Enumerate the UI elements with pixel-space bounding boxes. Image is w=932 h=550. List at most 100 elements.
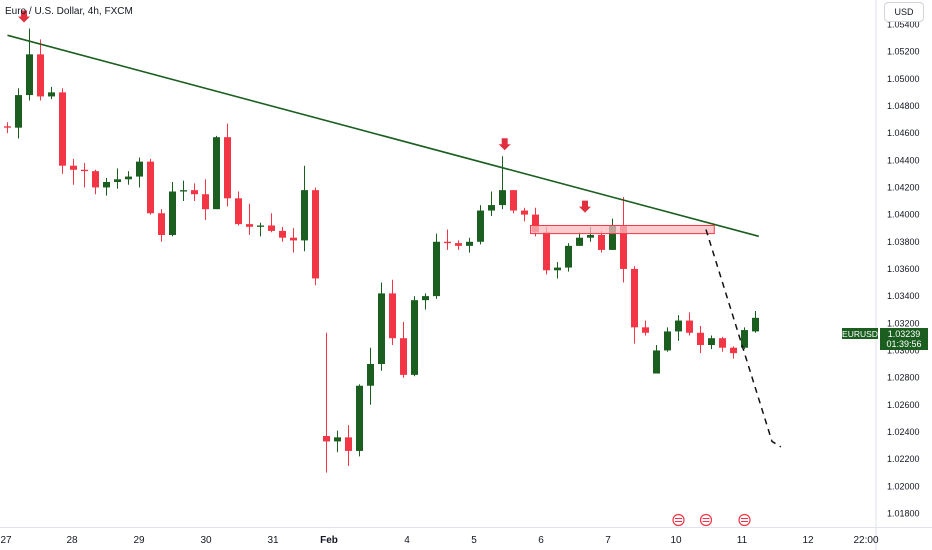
candle-body (125, 176, 132, 180)
candle-body (499, 190, 506, 206)
candle-body (136, 161, 143, 177)
candle-body (708, 338, 715, 345)
x-tick-label: 28 (66, 535, 78, 546)
y-tick-label: 1.03000 (887, 345, 920, 355)
y-tick-label: 1.03600 (887, 264, 920, 274)
x-tick-label: 5 (471, 535, 477, 546)
y-tick-label: 1.02000 (887, 481, 920, 491)
candle-body (400, 338, 407, 375)
candle-body (169, 191, 176, 235)
x-tick-label: 11 (737, 535, 748, 546)
y-tick-label: 1.03200 (887, 318, 920, 328)
y-tick-label: 1.05000 (887, 74, 920, 84)
candle-body (26, 54, 33, 96)
candle-body (554, 267, 561, 271)
y-tick-label: 1.04400 (887, 155, 920, 165)
y-tick-label: 1.02400 (887, 427, 920, 437)
y-tick-label: 1.04800 (887, 101, 920, 111)
bar-countdown-text: 01:39:56 (886, 339, 921, 349)
candle-body (598, 234, 605, 250)
candles-layer (4, 28, 759, 473)
candle-body (70, 165, 77, 170)
candle-body (389, 293, 396, 339)
y-tick-label: 1.04600 (887, 128, 920, 138)
candle-body (675, 320, 682, 332)
candle-body (268, 225, 275, 231)
candle-body (488, 205, 495, 211)
us-flag-event-icon[interactable] (672, 513, 685, 527)
candle-body (356, 385, 363, 451)
candle-body (48, 92, 55, 97)
y-tick-label: 1.05400 (887, 19, 920, 29)
candle-body (510, 190, 517, 211)
drawings-layer (7, 10, 782, 527)
candle-body (257, 225, 264, 227)
candle-body (158, 213, 165, 235)
candle-body (697, 332, 704, 345)
candle-body (455, 243, 462, 246)
y-tick-label: 1.03400 (887, 291, 920, 301)
candle-body (92, 171, 99, 188)
candle-body (466, 241, 473, 246)
candle-body (81, 169, 88, 172)
descending-trendline[interactable] (7, 34, 760, 238)
candle-body (521, 210, 528, 215)
candle-body (741, 330, 748, 348)
candle-body (422, 296, 429, 301)
x-tick-label: 27 (0, 535, 12, 546)
candle-body (642, 327, 649, 333)
x-tick-label: 6 (538, 535, 544, 546)
candle-body (279, 230, 286, 238)
candle-body (587, 234, 594, 238)
y-tick-label: 1.04200 (887, 182, 920, 192)
x-tick-label: 10 (670, 535, 682, 546)
candle-body (752, 317, 759, 332)
candle-body (686, 320, 693, 333)
y-tick-label: 1.02800 (887, 373, 920, 383)
candle-body (532, 214, 539, 233)
candle-body (565, 245, 572, 268)
candle-body (444, 241, 451, 244)
symbol-tag (842, 328, 878, 339)
candle-body (433, 241, 440, 297)
projected-path-line[interactable] (705, 229, 782, 448)
y-tick-label: 1.03800 (887, 237, 920, 247)
candle-body (411, 300, 418, 375)
candle-body (367, 364, 374, 386)
down-arrow-icon (579, 200, 591, 213)
candle-body (224, 137, 231, 199)
last-price-tag (880, 328, 928, 350)
candle-body (620, 225, 627, 269)
last-price-text: 1.03239 (888, 329, 921, 339)
candle-body (543, 232, 550, 271)
candle-body (730, 347, 737, 354)
candle-body (664, 331, 671, 351)
y-tick-label: 1.02200 (887, 454, 920, 464)
us-flag-event-icon[interactable] (738, 513, 751, 527)
symbol-tag-text: EURUSD (842, 329, 878, 339)
candle-body (235, 198, 242, 225)
us-flag-event-icon[interactable] (699, 513, 713, 527)
candle-body (4, 126, 11, 128)
y-tick-label: 1.05200 (887, 47, 920, 57)
candle-body (213, 137, 220, 210)
down-arrow-icon (498, 138, 511, 151)
x-tick-label: 29 (133, 535, 145, 546)
candle-body (378, 293, 385, 365)
resistance-zone[interactable] (530, 224, 715, 235)
down-arrow-icon (18, 10, 30, 23)
y-tick-label: 1.04000 (887, 210, 920, 220)
candle-body (323, 435, 330, 442)
y-tick-label: 1.02600 (887, 400, 920, 410)
candle-body (15, 95, 22, 128)
candle-body (631, 268, 638, 328)
candle-body (345, 437, 352, 451)
currency-button[interactable]: USD (884, 2, 924, 22)
x-tick-label: 30 (200, 535, 212, 546)
candle-body (312, 190, 319, 279)
candle-body (334, 437, 341, 442)
x-tick-label: 12 (802, 535, 814, 546)
